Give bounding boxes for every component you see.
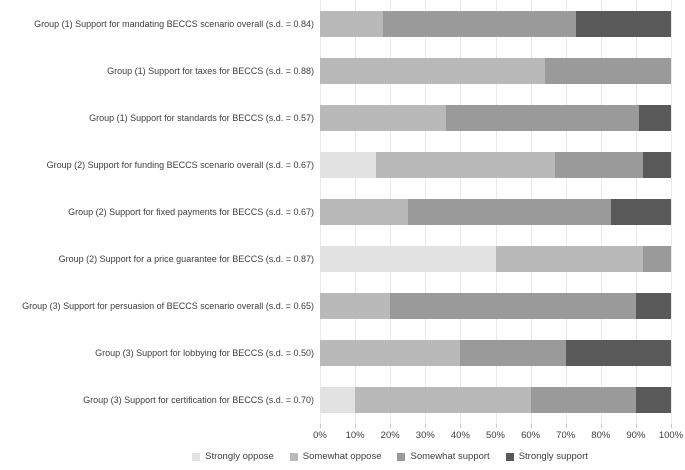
bar-segment-somewhat-oppose [355,387,531,414]
axis-tick-70% [565,424,567,428]
bar-segment-strongly-support [635,387,671,414]
category-label: Group (2) Support for a price guarantee … [58,254,314,265]
legend-swatch-icon [289,452,298,461]
bar-segment-somewhat-oppose [320,10,384,37]
bar-segment-somewhat-oppose [320,57,545,84]
bar-row [320,387,671,414]
bar-segment-somewhat-oppose [320,199,408,225]
category-label: Group (1) Support for mandating BECCS sc… [34,18,314,29]
legend-label: Strongly support [518,451,588,462]
axis-tick-10% [355,424,357,428]
bar-segment-strongly-support [642,151,671,178]
x-tick-label: 60% [521,430,541,441]
x-tick-label: 40% [450,430,470,441]
category-label: Group (3) Support for certification for … [83,395,314,406]
bar-row [320,293,671,320]
x-tick-label: 90% [626,430,646,441]
bar-segment-somewhat-support [555,151,643,178]
bar-segment-strongly-support [639,104,671,131]
x-axis-tick-labels: 0% 10% 20% 30% 40% 50% 60% 70% 80% 90% 100% [313,430,683,443]
bar-segment-strongly-support [565,340,671,367]
bar-segment-somewhat-oppose [376,151,556,178]
legend-item-strongly-oppose: Strongly oppose [192,451,274,462]
legend-label: Somewhat support [410,451,490,462]
bar-row [320,104,671,131]
axis-tick-30% [425,424,427,428]
bar-segment-somewhat-oppose [320,340,461,367]
bar-row [320,57,671,84]
bar-segment-strongly-oppose [320,151,377,178]
bar-segment-somewhat-oppose [320,293,391,320]
bar-row [320,10,671,37]
bar-segment-strongly-support [576,10,671,37]
axis-tick-40% [460,424,462,428]
gridline-100% [671,0,672,424]
legend-item-strongly-support: Strongly support [505,451,588,462]
bar-segment-strongly-support [611,199,671,225]
x-tick-label: 0% [313,430,327,441]
category-labels-column: Group (1) Support for mandating BECCS sc… [0,0,314,424]
bar-segment-somewhat-support [530,387,636,414]
category-label: Group (3) Support for persuasion of BECC… [22,301,314,312]
x-tick-label: 100% [658,430,684,441]
bar-segment-somewhat-support [383,10,577,37]
bar-segment-somewhat-support [460,340,566,367]
bar-segment-somewhat-oppose [495,246,643,273]
bar-segment-somewhat-support [390,293,636,320]
legend-item-somewhat-oppose: Somewhat oppose [289,451,382,462]
axis-tick-80% [600,424,602,428]
legend-swatch-icon [192,452,201,461]
legend-item-somewhat-support: Somewhat support [397,451,490,462]
bar-segment-somewhat-oppose [320,104,447,131]
x-tick-label: 70% [556,430,576,441]
category-label: Group (2) Support for funding BECCS scen… [46,159,314,170]
bar-row [320,246,671,273]
axis-tick-90% [635,424,637,428]
category-label: Group (1) Support for taxes for BECCS (s… [107,65,314,76]
bar-segment-somewhat-support [446,104,640,131]
category-label: Group (3) Support for lobbying for BECCS… [95,348,314,359]
axis-tick-60% [530,424,532,428]
bar-row [320,151,671,178]
chart-legend: Strongly oppose Somewhat oppose Somewhat s… [0,451,685,462]
plot-area [320,0,672,428]
legend-label: Strongly oppose [205,451,274,462]
x-tick-label: 30% [415,430,435,441]
bar-segment-somewhat-support [544,57,671,84]
axis-tick-0% [320,424,321,428]
category-label: Group (1) Support for standards for BECC… [89,112,314,123]
legend-swatch-icon [505,452,514,461]
axis-tick-50% [495,424,497,428]
axis-tick-20% [390,424,392,428]
bar-segment-strongly-support [635,293,671,320]
bar-row [320,340,671,367]
bar-segment-somewhat-support [642,246,671,273]
legend-label: Somewhat oppose [302,451,382,462]
x-tick-label: 80% [591,430,611,441]
x-tick-label: 20% [380,430,400,441]
bar-segment-strongly-oppose [320,246,496,273]
bar-segment-strongly-oppose [320,387,356,414]
x-tick-label: 50% [485,430,506,441]
bar-segment-somewhat-support [407,199,612,225]
category-label: Group (2) Support for fixed payments for… [68,207,314,217]
axis-tick-100% [671,424,672,428]
legend-swatch-icon [397,452,406,461]
x-tick-label: 10% [345,430,365,441]
bar-row [320,199,671,225]
